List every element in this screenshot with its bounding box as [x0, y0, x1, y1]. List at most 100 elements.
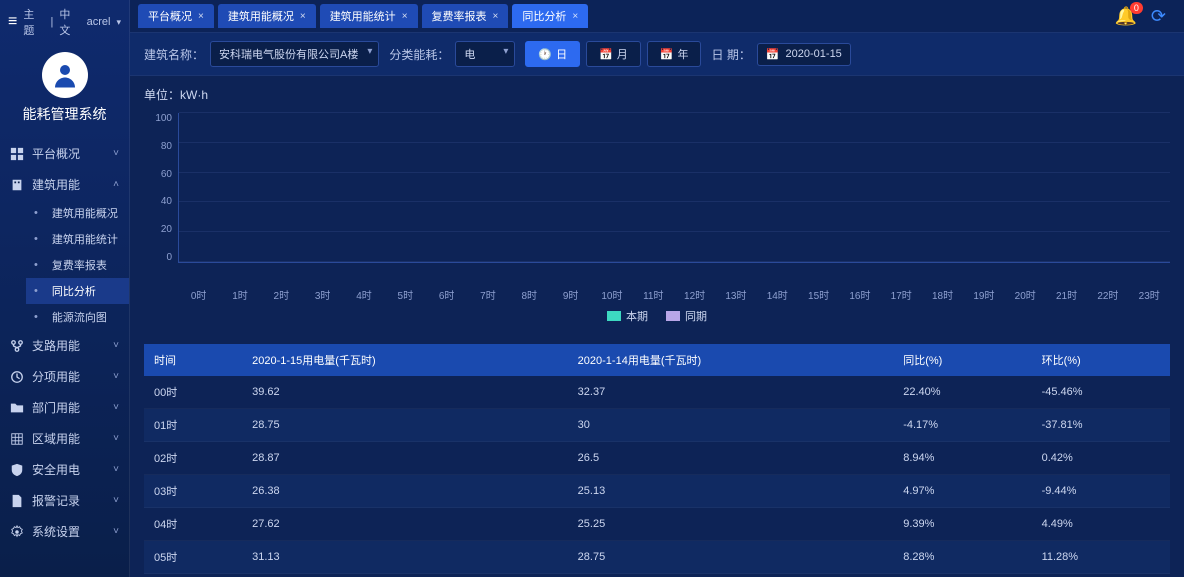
chevron-down-icon: ˅ — [113, 464, 119, 475]
bell-icon[interactable]: 🔔0 — [1114, 6, 1136, 27]
period-button[interactable]: 📅月 — [586, 41, 641, 67]
ytick: 20 — [161, 224, 172, 235]
sidebar-item-dashboard[interactable]: 平台概况˅ — [0, 138, 129, 169]
type-label: 分类能耗： — [389, 46, 449, 63]
table-cell: 28.75 — [242, 409, 568, 442]
table-cell: 32.37 — [568, 376, 894, 409]
sidebar-subitem[interactable]: 同比分析 — [26, 278, 129, 304]
table-cell: 22.40% — [893, 376, 1031, 409]
xtick: 19时 — [963, 287, 1004, 302]
chevron-down-icon: ˅ — [113, 526, 119, 537]
xtick: 0时 — [178, 287, 219, 302]
close-icon[interactable]: × — [198, 11, 204, 22]
sidebar-subitem[interactable]: 能源流向图 — [26, 304, 129, 330]
close-icon[interactable]: × — [493, 11, 499, 22]
clock-icon: 🕐 — [538, 48, 552, 61]
close-icon[interactable]: × — [300, 11, 306, 22]
ytick: 40 — [161, 196, 172, 207]
tab[interactable]: 建筑用能概况× — [218, 4, 316, 28]
table-cell: 39.71% — [1032, 574, 1170, 577]
xtick: 12时 — [674, 287, 715, 302]
table-cell: -9.44% — [1032, 475, 1170, 508]
calendar-icon: 📅 — [766, 48, 780, 61]
type-select[interactable]: 电 — [455, 41, 515, 67]
chart-yaxis: 100806040200 — [144, 113, 178, 263]
table-header: 2020-1-15用电量(千瓦时) — [242, 344, 568, 376]
tab[interactable]: 复费率报表× — [422, 4, 509, 28]
table-row: 03时26.3825.134.97%-9.44% — [144, 475, 1170, 508]
notif-badge: 0 — [1130, 2, 1143, 14]
sidebar-subitem[interactable]: 复费率报表 — [26, 252, 129, 278]
app-title: 能耗管理系统 — [0, 104, 129, 124]
user-label[interactable]: acrel — [87, 16, 111, 28]
sidebar-subitem[interactable]: 建筑用能统计 — [26, 226, 129, 252]
table-cell: 02时 — [144, 442, 242, 475]
sidebar-item-doc[interactable]: 报警记录˅ — [0, 485, 129, 516]
table-cell: -37.81% — [1032, 409, 1170, 442]
table-header: 2020-1-14用电量(千瓦时) — [568, 344, 894, 376]
chevron-down-icon[interactable]: ▾ — [116, 17, 121, 28]
avatar — [42, 52, 88, 98]
xtick: 20时 — [1005, 287, 1046, 302]
period-buttons: 🕐日📅月📅年 — [525, 41, 701, 67]
table-row: 06时51.6360-13.95%39.71% — [144, 574, 1170, 577]
table-row: 02时28.8726.58.94%0.42% — [144, 442, 1170, 475]
sidebar-item-gear[interactable]: 系统设置˅ — [0, 516, 129, 547]
table-cell: 11.28% — [1032, 541, 1170, 574]
table-header: 时间 — [144, 344, 242, 376]
gear-icon — [10, 525, 24, 539]
xtick: 14时 — [757, 287, 798, 302]
legend-item[interactable]: 本期 — [607, 308, 648, 324]
tab[interactable]: 同比分析× — [512, 4, 588, 28]
menu-toggle-icon[interactable]: ≡ — [8, 13, 17, 31]
xtick: 17时 — [881, 287, 922, 302]
table-header: 环比(%) — [1032, 344, 1170, 376]
sidebar-item-shield[interactable]: 安全用电˅ — [0, 454, 129, 485]
filter-bar: 建筑名称： 安科瑞电气股份有限公司A楼 分类能耗： 电 🕐日📅月📅年 日 期： … — [130, 32, 1184, 76]
xtick: 13时 — [715, 287, 756, 302]
topbar: 平台概况×建筑用能概况×建筑用能统计×复费率报表×同比分析× 🔔0 ⟳ — [130, 0, 1184, 32]
sidebar-item-grid[interactable]: 区域用能˅ — [0, 423, 129, 454]
xtick: 5时 — [385, 287, 426, 302]
table-row: 01时28.7530-4.17%-37.81% — [144, 409, 1170, 442]
sidebar-item-folder[interactable]: 部门用能˅ — [0, 392, 129, 423]
xtick: 4时 — [343, 287, 384, 302]
building-select[interactable]: 安科瑞电气股份有限公司A楼 — [210, 41, 379, 67]
table-cell: 05时 — [144, 541, 242, 574]
table-cell: 01时 — [144, 409, 242, 442]
xtick: 3时 — [302, 287, 343, 302]
xtick: 6时 — [426, 287, 467, 302]
sidebar-subitem[interactable]: 建筑用能概况 — [26, 200, 129, 226]
tab[interactable]: 平台概况× — [138, 4, 214, 28]
building-label: 建筑名称： — [144, 46, 204, 63]
table-cell: 51.63 — [242, 574, 568, 577]
table-cell: -13.95% — [893, 574, 1031, 577]
chart-plot — [178, 113, 1170, 263]
table-cell: 00时 — [144, 376, 242, 409]
chevron-down-icon: ˅ — [113, 148, 119, 159]
table-row: 05时31.1328.758.28%11.28% — [144, 541, 1170, 574]
chevron-down-icon: ˅ — [113, 402, 119, 413]
lang-label[interactable]: 中文 — [59, 6, 80, 38]
legend-item[interactable]: 同期 — [666, 308, 707, 324]
table-cell: 30 — [568, 409, 894, 442]
table-cell: 06时 — [144, 574, 242, 577]
date-input[interactable]: 📅 2020-01-15 — [757, 43, 851, 66]
grid-icon — [10, 432, 24, 446]
table-cell: 31.13 — [242, 541, 568, 574]
table-cell: 39.62 — [242, 376, 568, 409]
close-icon[interactable]: × — [402, 11, 408, 22]
legend-swatch — [666, 311, 680, 321]
period-button[interactable]: 🕐日 — [525, 41, 580, 67]
tab[interactable]: 建筑用能统计× — [320, 4, 418, 28]
ytick: 60 — [161, 169, 172, 180]
refresh-icon[interactable]: ⟳ — [1151, 6, 1166, 27]
close-icon[interactable]: × — [572, 11, 578, 22]
period-button[interactable]: 📅年 — [647, 41, 702, 67]
sidebar-item-building[interactable]: 建筑用能˄ — [0, 169, 129, 200]
sidebar-item-clock[interactable]: 分项用能˅ — [0, 361, 129, 392]
calendar-icon: 📅 — [599, 48, 613, 61]
sidebar-item-branch[interactable]: 支路用能˅ — [0, 330, 129, 361]
xtick: 23时 — [1129, 287, 1170, 302]
ytick: 100 — [155, 113, 172, 124]
